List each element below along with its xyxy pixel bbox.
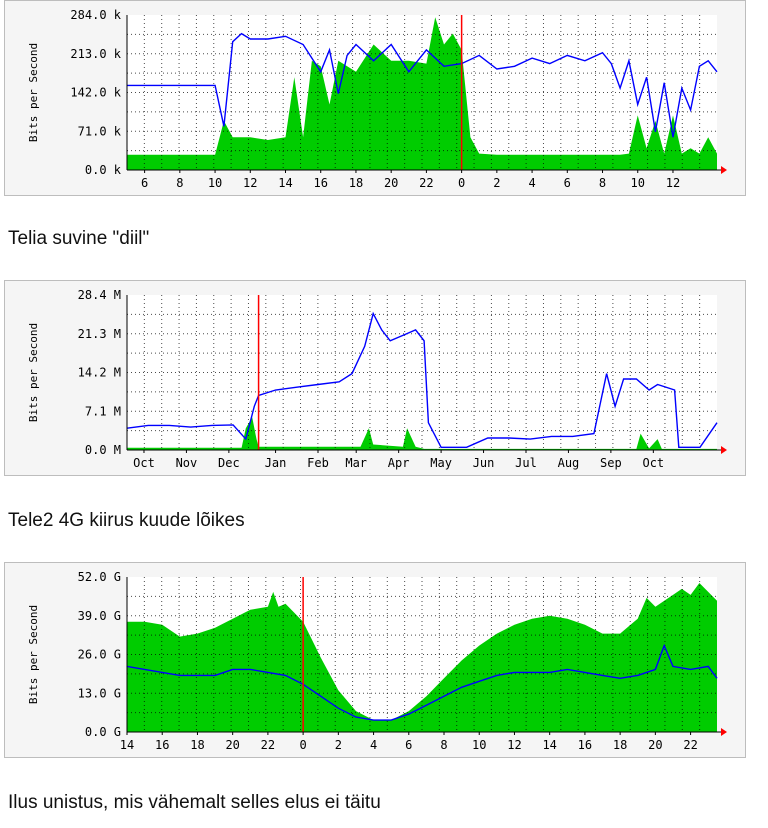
y-tick-label: 71.0 k — [78, 124, 122, 138]
x-tick-label: 16 — [155, 738, 169, 752]
x-tick-label: 16 — [578, 738, 592, 752]
area-series-1 — [127, 17, 717, 171]
x-tick-label: 14 — [278, 176, 292, 190]
area-series-1 — [127, 583, 717, 732]
x-tick-label: Jul — [515, 456, 537, 470]
x-tick-label: Mar — [345, 456, 367, 470]
x-tick-label: 14 — [542, 738, 556, 752]
x-tick-label: Feb — [307, 456, 329, 470]
line-series-1 — [126, 311, 718, 449]
caption-1: Telia suvine "diil" — [8, 228, 150, 249]
y-tick-label: 28.4 M — [78, 288, 121, 302]
x-tick-label: 0 — [300, 738, 307, 752]
y-tick-label: 0.0 M — [85, 443, 121, 457]
x-tick-label: 22 — [261, 738, 275, 752]
y-tick-label: 7.1 M — [85, 404, 121, 418]
x-tick-label: Aug — [558, 456, 580, 470]
y-tick-label: 26.0 G — [78, 648, 121, 662]
y-tick-label: 21.3 M — [78, 327, 121, 341]
x-tick-label: 12 — [666, 176, 680, 190]
y-tick-label: 39.0 G — [78, 609, 121, 623]
y-axis-label: Bits per Second — [27, 323, 40, 422]
x-tick-label: 8 — [176, 176, 183, 190]
x-tick-label: 18 — [613, 738, 627, 752]
x-tick-label: 6 — [564, 176, 571, 190]
plot-area — [127, 295, 717, 450]
x-tick-label: 20 — [648, 738, 662, 752]
line-series-1 — [127, 32, 718, 138]
y-tick-label: 0.0 G — [85, 725, 121, 739]
x-tick-label: Oct — [642, 456, 664, 470]
x-tick-label: 12 — [243, 176, 257, 190]
x-tick-label: 4 — [528, 176, 535, 190]
y-tick-label: 13.0 G — [78, 686, 121, 700]
x-tick-label: 10 — [631, 176, 645, 190]
chart-panel-2: 0.0 M 7.1 M 14.2 M 21.3 M 28.4 M Oct Nov Dec Jan… — [4, 280, 746, 476]
x-tick-label: Dec — [218, 456, 240, 470]
x-tick-label: 18 — [190, 738, 204, 752]
x-tick-label: Sep — [600, 456, 622, 470]
x-tick-label: 2 — [493, 176, 500, 190]
y-tick-label: 14.2 M — [78, 366, 121, 380]
y-tick-label: 52.0 G — [78, 570, 121, 584]
y-tick-label: 284.0 k — [70, 8, 121, 22]
x-tick-label: 6 — [141, 176, 148, 190]
caption-3: Ilus unistus, mis vähemalt selles elus e… — [8, 792, 381, 813]
y-axis-label: Bits per Second — [27, 43, 40, 142]
x-tick-label: 16 — [314, 176, 328, 190]
y-tick-label: 0.0 k — [85, 163, 122, 177]
x-tick-label: Apr — [388, 456, 410, 470]
y-axis-label: Bits per Second — [27, 605, 40, 704]
area-series-1 — [127, 417, 717, 450]
x-tick-label: 8 — [599, 176, 606, 190]
chart-panel-3: 0.0 G 13.0 G 26.0 G 39.0 G 52.0 G 14 16 18 20 22 0… — [4, 562, 746, 758]
line-series-1 — [126, 643, 718, 721]
caption-2: Tele2 4G kiirus kuude lõikes — [8, 510, 245, 531]
x-tick-label: 20 — [225, 738, 239, 752]
chart-2-svg: 0.0 M 7.1 M 14.2 M 21.3 M 28.4 M Oct Nov Dec Jan… — [27, 288, 727, 470]
x-tick-label: 20 — [384, 176, 398, 190]
x-tick-label: 14 — [120, 738, 134, 752]
x-tick-label: 6 — [405, 738, 412, 752]
x-tick-label: Jan — [265, 456, 287, 470]
axis-arrow — [721, 166, 727, 174]
x-tick-label: 18 — [349, 176, 363, 190]
x-tick-label: 10 — [472, 738, 486, 752]
x-tick-label: Nov — [176, 456, 198, 470]
x-tick-label: 22 — [419, 176, 433, 190]
axis-arrow — [721, 446, 727, 454]
chart-panel-1: 0.0 k 71.0 k 142.0 k 213.0 k 284.0 k 6 8 10 12 14… — [4, 0, 746, 196]
x-tick-label: 10 — [208, 176, 222, 190]
x-tick-label: May — [430, 456, 452, 470]
x-tick-label: 4 — [370, 738, 377, 752]
x-tick-label: 22 — [683, 738, 697, 752]
x-tick-label: 2 — [335, 738, 342, 752]
x-tick-label: Oct — [133, 456, 155, 470]
chart-1-svg: 0.0 k 71.0 k 142.0 k 213.0 k 284.0 k 6 8 10 12 14… — [27, 8, 727, 190]
x-tick-label: 12 — [507, 738, 521, 752]
x-tick-label: Jun — [473, 456, 495, 470]
x-tick-label: 0 — [458, 176, 465, 190]
axis-arrow — [721, 728, 727, 736]
chart-3-svg: 0.0 G13.0 G26.0 G39.0 G52.0 G14 16 18 20 22 0… — [27, 570, 727, 752]
y-tick-label: 142.0 k — [70, 86, 121, 100]
y-tick-label: 213.0 k — [70, 47, 121, 61]
x-tick-label: 8 — [440, 738, 447, 752]
